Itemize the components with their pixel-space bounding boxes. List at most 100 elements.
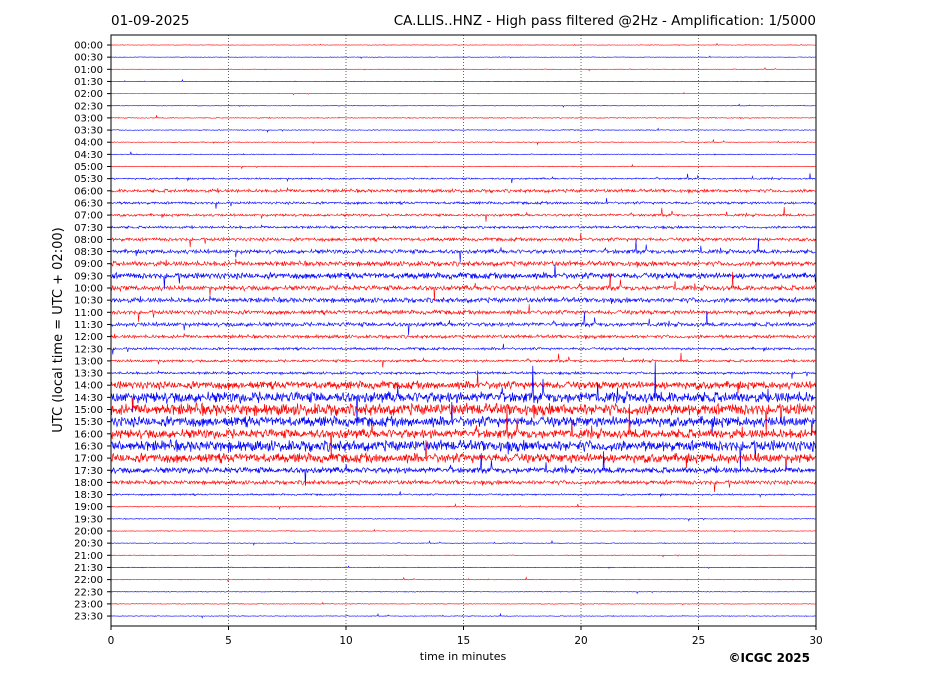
row-time-label: 07:30 [74, 223, 103, 234]
x-tick-labels: 0 5 10 15 20 25 30 [108, 626, 823, 647]
x-tick-label: 30 [809, 635, 822, 647]
x-tick-label: 10 [339, 635, 352, 647]
x-tick-label: 5 [225, 635, 232, 647]
trace-1800 [110, 479, 816, 492]
row-time-label: 13:00 [74, 356, 103, 367]
trace-2030 [110, 539, 816, 546]
row-time-label: 03:00 [74, 113, 103, 124]
trace-0330 [110, 127, 816, 133]
row-time-label: 17:30 [74, 466, 103, 477]
x-tick-label: 25 [692, 635, 705, 647]
trace-1000 [110, 271, 816, 302]
row-time-label: 21:30 [74, 563, 103, 574]
trace-0800 [110, 232, 816, 248]
trace-1400 [110, 370, 816, 394]
trace-0700 [110, 206, 816, 222]
trace-2000 [110, 528, 816, 533]
trace-1130 [110, 310, 816, 336]
trace-0530 [110, 173, 816, 184]
trace-1230 [110, 343, 816, 355]
trace-0400 [110, 138, 816, 146]
trace-0730 [110, 224, 816, 230]
row-time-label: 06:30 [74, 198, 103, 209]
trace-1600 [110, 403, 816, 458]
row-time-label: 08:00 [74, 235, 103, 246]
row-time-label: 20:30 [74, 539, 103, 550]
trace-1830 [110, 491, 816, 498]
trace-1900 [110, 503, 816, 511]
trace-1300 [110, 352, 816, 368]
row-time-label: 10:00 [74, 284, 103, 295]
trace-0430 [110, 151, 816, 156]
date-label: 01-09-2025 [111, 13, 189, 29]
trace-2230 [110, 590, 816, 595]
trace-1100 [110, 304, 816, 322]
trace-2330 [110, 612, 816, 619]
x-tick-label: 0 [108, 635, 115, 647]
row-time-label: 11:30 [74, 320, 103, 331]
trace-0300 [110, 115, 816, 120]
row-time-label: 00:00 [74, 41, 103, 52]
trace-1430 [110, 362, 816, 426]
row-time-label: 12:00 [74, 332, 103, 343]
row-time-label: 07:00 [74, 211, 103, 222]
trace-2200 [110, 576, 816, 583]
x-axis-label: time in minutes [420, 650, 507, 663]
row-time-label: 17:00 [74, 454, 103, 465]
row-time-label: 05:30 [74, 174, 103, 185]
row-time-label: 04:30 [74, 150, 103, 161]
trace-1030 [110, 295, 816, 305]
row-time-label: 09:30 [74, 271, 103, 282]
trace-2100 [110, 554, 816, 558]
row-time-label: 15:00 [74, 405, 103, 416]
row-time-label: 22:30 [74, 587, 103, 598]
x-tick-label: 20 [574, 635, 587, 647]
trace-1700 [110, 440, 816, 471]
chart-title: CA.LLIS..HNZ - High pass filtered @2Hz -… [394, 13, 816, 29]
row-time-label: 13:30 [74, 369, 103, 380]
row-time-label: 21:00 [74, 551, 103, 562]
trace-1630 [110, 438, 816, 471]
copyright: ©ICGC 2025 [728, 651, 810, 665]
row-time-label: 16:00 [74, 429, 103, 440]
trace-0030 [110, 55, 816, 59]
trace-0100 [110, 67, 816, 72]
row-time-label: 06:00 [74, 186, 103, 197]
trace-1200 [110, 333, 816, 340]
row-time-label: 22:00 [74, 575, 103, 586]
x-tick-label: 15 [457, 635, 470, 647]
row-time-label: 08:30 [74, 247, 103, 258]
row-time-label: 23:30 [74, 612, 103, 623]
row-time-label: 01:00 [74, 65, 103, 76]
trace-0930 [110, 264, 816, 290]
trace-0130 [110, 78, 816, 83]
row-time-label: 14:00 [74, 381, 103, 392]
row-time-label: 18:00 [74, 478, 103, 489]
row-time-label: 12:30 [74, 344, 103, 355]
row-time-label: 03:30 [74, 126, 103, 137]
trace-1500 [110, 398, 816, 437]
row-time-label: 20:00 [74, 527, 103, 538]
trace-0630 [110, 198, 816, 209]
row-time-label: 19:30 [74, 514, 103, 525]
row-time-label: 09:00 [74, 259, 103, 270]
trace-0900 [110, 258, 816, 268]
row-time-label: 19:00 [74, 502, 103, 513]
plot-frame [110, 34, 817, 627]
trace-0500 [110, 163, 816, 170]
row-time-label: 00:30 [74, 53, 103, 64]
row-time-label: 02:30 [74, 101, 103, 112]
row-time-label: 05:00 [74, 162, 103, 173]
trace-0600 [110, 187, 816, 194]
row-time-label: 04:00 [74, 138, 103, 149]
row-time-label: 11:00 [74, 308, 103, 319]
trace-0830 [110, 237, 816, 263]
trace-2130 [110, 565, 816, 569]
row-time-label: 10:30 [74, 296, 103, 307]
trace-1930 [110, 517, 816, 522]
seismic-traces [110, 42, 816, 619]
row-time-label: 23:00 [74, 599, 103, 610]
trace-0200 [110, 92, 816, 96]
